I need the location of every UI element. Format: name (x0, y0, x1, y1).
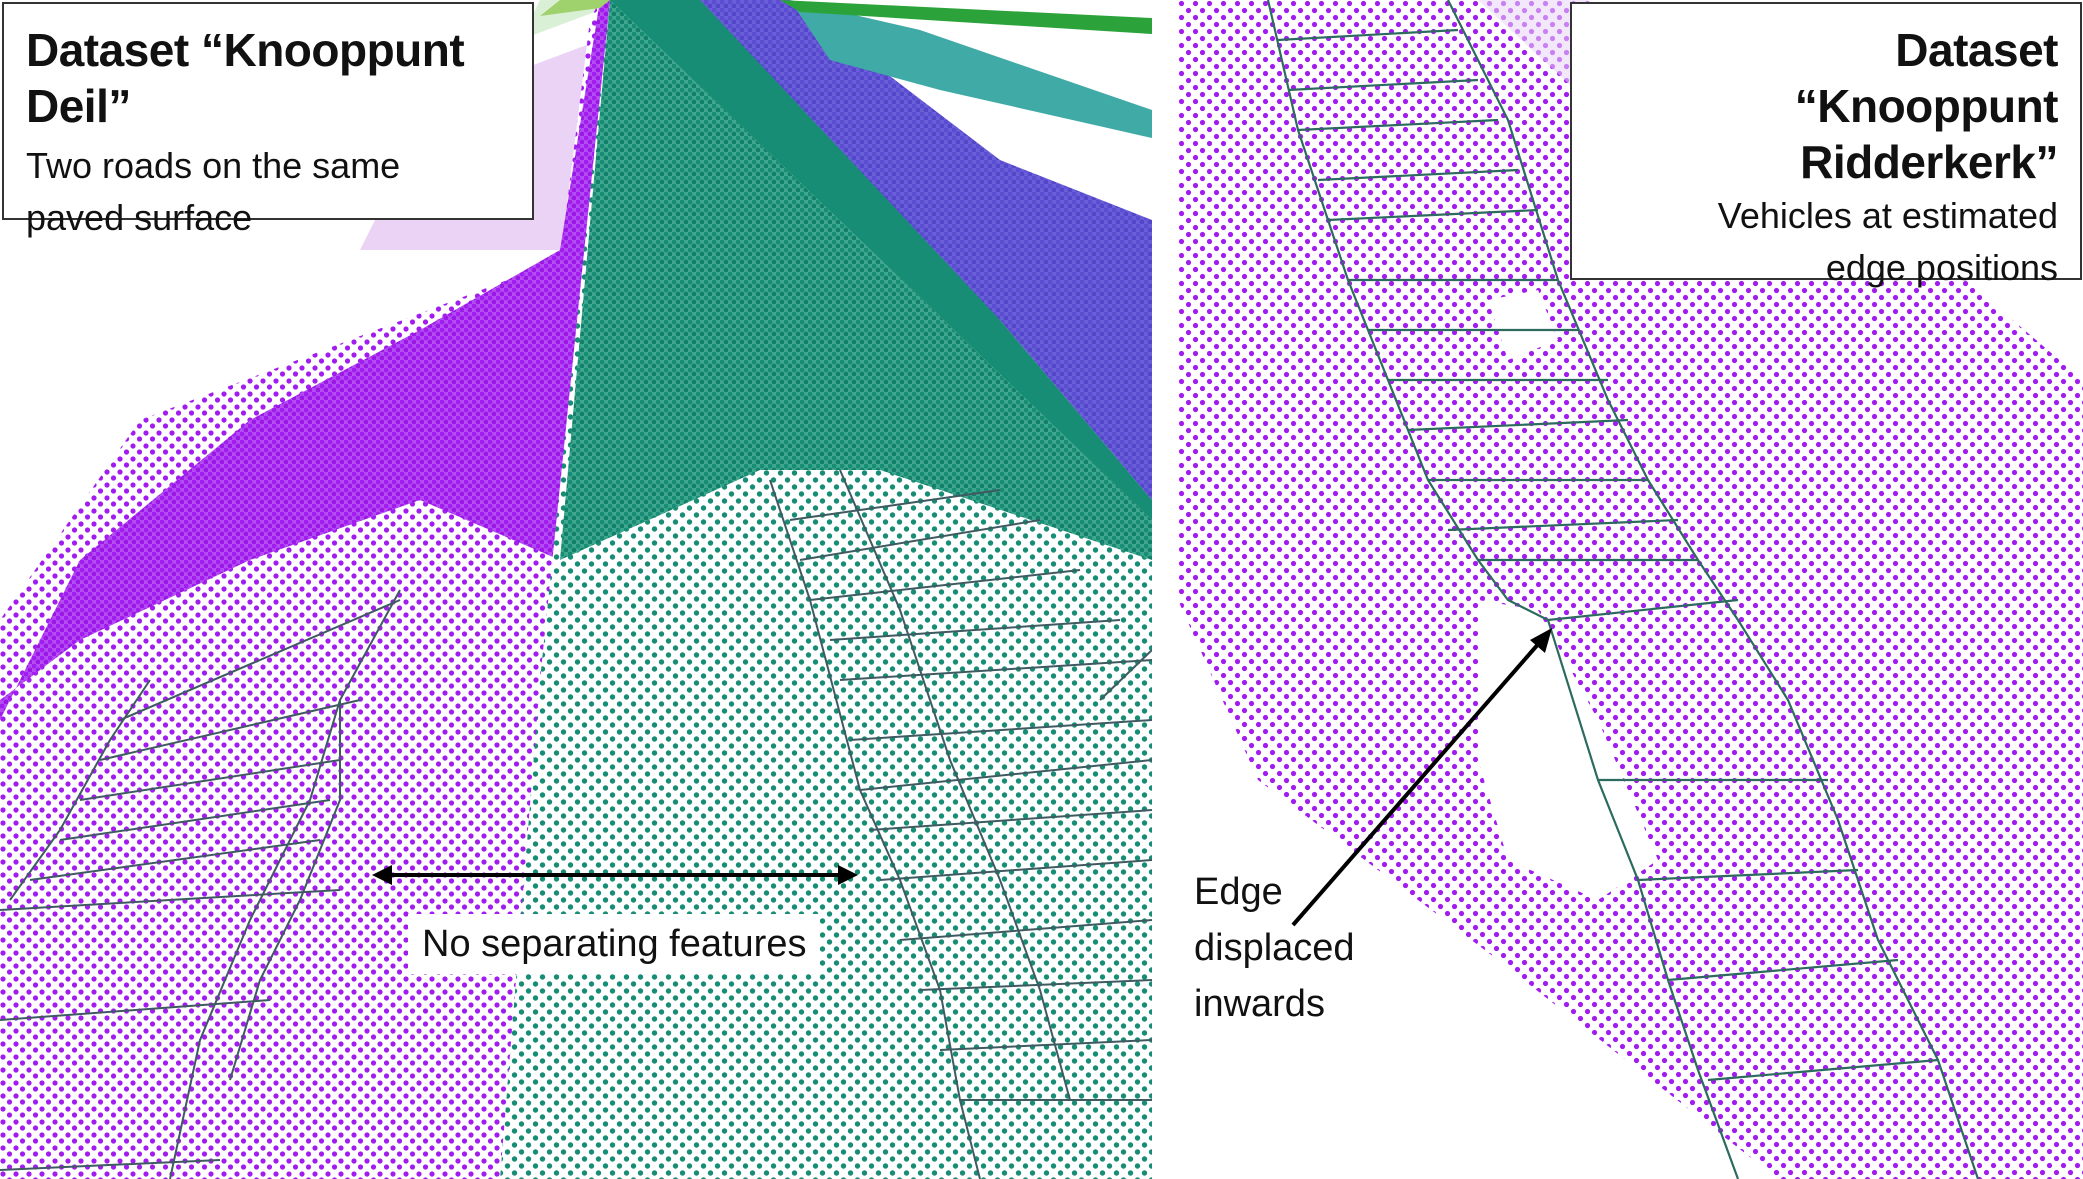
dataset-label-ridderkerk: Dataset “Knooppunt Ridderkerk” Vehicles … (1570, 2, 2082, 288)
separation-arrow (372, 865, 858, 885)
dataset-subtitle-line1: Two roads on the same (26, 145, 401, 186)
teal-strip (790, 0, 1152, 138)
no-separating-features-annotation: No separating features (408, 914, 821, 974)
point-cloud-right-view (1178, 0, 2083, 1179)
dataset-subtitle-line1: Vehicles at estimated (1717, 195, 2058, 236)
edge-displacement-arrow (1291, 628, 1552, 927)
annotation-line1: Edge (1194, 871, 1283, 913)
purple-road-dense (0, 0, 610, 720)
point-cloud-left-panel (0, 0, 1152, 1179)
dataset-title-line2: “Knooppunt Ridderkerk” (1794, 80, 2059, 188)
vehicle-grid-left (0, 589, 401, 1179)
green-road-top (610, 0, 1152, 520)
edge-displaced-annotation: Edge displaced inwards (1194, 864, 1355, 1032)
dataset-title-line1: Dataset (1895, 24, 2058, 76)
annotation-line3: inwards (1194, 983, 1325, 1025)
point-cloud-left-view (0, 0, 1152, 1179)
green-strip (780, 0, 1152, 34)
dataset-title-deil: Dataset “Knooppunt Deil” (26, 24, 465, 132)
green-road-dense (560, 0, 1152, 560)
dataset-subtitle-line2: paved surface (26, 197, 253, 238)
purple-road-sparse (0, 0, 610, 1179)
blue-road-surface (700, 0, 1152, 500)
occlusion-gap (1478, 600, 1658, 900)
purple-road-surface (1178, 0, 2083, 1179)
vehicle-edge-grid (1266, 0, 1980, 1179)
vehicle-grid-right (769, 469, 1152, 1179)
green-strip-thin (540, 0, 610, 16)
occlusion-gap-small (1488, 290, 1558, 360)
dataset-label-deil: Dataset “Knooppunt Deil” Two roads on th… (2, 2, 534, 238)
annotation-line2: displaced (1194, 927, 1355, 969)
dataset-subtitle-line2: edge positions (1825, 247, 2058, 288)
